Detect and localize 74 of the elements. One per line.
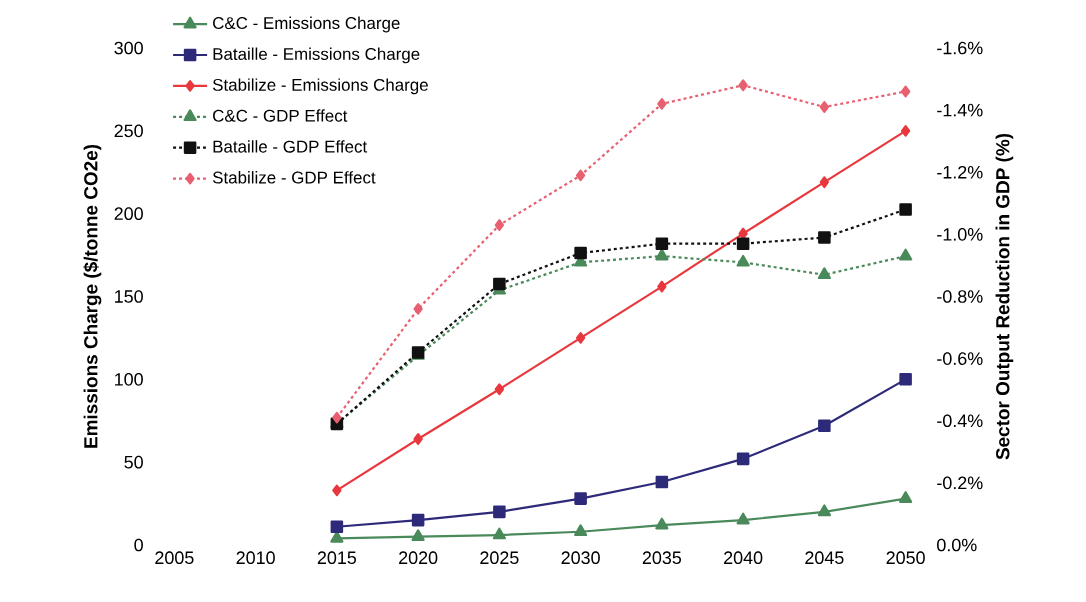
point	[818, 419, 831, 432]
legend-label: Stabilize - Emissions Charge	[212, 78, 428, 95]
point	[898, 491, 913, 503]
point	[332, 484, 342, 497]
y2-tick-label: 0.0%	[937, 538, 977, 552]
point	[898, 248, 913, 261]
point	[655, 475, 669, 489]
point	[493, 277, 506, 291]
point	[574, 246, 587, 260]
y2-axis-title: Sector Output Reduction in GDP (%)	[995, 133, 1014, 460]
point	[900, 124, 911, 137]
y2-tick-label: -0.6%	[937, 352, 983, 365]
point	[413, 303, 423, 315]
y2-tick-label: -0.8%	[937, 290, 983, 303]
x-tick-label: 2040	[724, 551, 763, 565]
point	[494, 219, 505, 231]
point	[330, 520, 344, 534]
y-tick-label: 250	[114, 124, 143, 138]
point	[899, 373, 912, 386]
point	[736, 254, 750, 267]
y-axis-title: Emissions Charge ($/tonne CO2e)	[83, 144, 102, 448]
point	[411, 529, 425, 542]
point	[332, 411, 342, 424]
point	[819, 176, 830, 189]
x-tick-label: 2050	[886, 551, 925, 565]
y-tick-label: 100	[115, 372, 143, 386]
point	[655, 237, 669, 250]
y2-tick-label: -1.2%	[937, 165, 983, 179]
point	[492, 527, 506, 540]
point	[655, 517, 669, 530]
x-tick-label: 2045	[805, 551, 844, 565]
legend-label: Stabilize - GDP Effect	[212, 171, 376, 184]
y-tick-label: 0	[134, 538, 143, 552]
point	[655, 248, 669, 261]
y-tick-label: 200	[114, 207, 143, 221]
x-tick-label: 2015	[317, 551, 357, 565]
y-tick-label: 300	[114, 41, 143, 55]
y2-tick-label: -1.0%	[937, 228, 983, 241]
point	[818, 231, 831, 244]
point	[817, 504, 831, 517]
point	[657, 98, 667, 110]
x-tick-label: 2010	[236, 551, 275, 565]
point	[573, 524, 588, 537]
point	[736, 452, 750, 466]
point	[817, 267, 831, 280]
x-tick-label: 2020	[399, 551, 438, 565]
y-tick-label: 50	[124, 455, 143, 469]
point	[494, 383, 505, 396]
point	[411, 513, 425, 527]
y2-tick-label: -1.6%	[937, 41, 983, 55]
y2-tick-label: -1.4%	[937, 103, 983, 117]
point	[900, 85, 911, 98]
legend-label: Bataille - GDP Effect	[213, 140, 368, 153]
x-tick-label: 2025	[480, 551, 519, 565]
point	[819, 101, 830, 113]
point	[738, 79, 748, 92]
x-tick-label: 2005	[155, 551, 194, 565]
point	[493, 505, 506, 519]
y2-tick-label: -0.4%	[937, 414, 983, 428]
y-tick-label: 150	[115, 290, 143, 303]
legend-label: C&C - GDP Effect	[213, 109, 348, 122]
point	[736, 237, 750, 250]
point	[574, 492, 587, 505]
point	[657, 280, 667, 293]
point	[575, 169, 586, 182]
point	[899, 203, 912, 216]
legend-label: C&C - Emissions Charge	[213, 16, 400, 33]
point	[413, 433, 423, 445]
point	[575, 332, 586, 344]
x-tick-label: 2035	[642, 551, 682, 565]
y2-tick-label: -0.2%	[937, 476, 983, 490]
x-tick-label: 2030	[561, 551, 600, 565]
point	[736, 512, 750, 525]
legend-label: Bataille - Emissions Charge	[213, 47, 420, 64]
